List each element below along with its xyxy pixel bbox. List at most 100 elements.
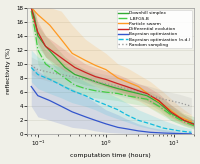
Random sampling bbox=[84, 78, 87, 80]
L-BFGS-B bbox=[117, 92, 119, 94]
Bayesian optimization bbox=[94, 119, 97, 121]
Downhill simplex bbox=[74, 73, 76, 75]
X-axis label: computation time (hours): computation time (hours) bbox=[70, 154, 151, 158]
Bayesian optimization bbox=[162, 132, 165, 134]
Bayesian optimization bbox=[178, 133, 181, 134]
Differential evolution bbox=[183, 119, 185, 121]
L-BFGS-B bbox=[170, 114, 172, 116]
Random sampling bbox=[30, 64, 32, 66]
Bayesian optimization (n.d.) bbox=[49, 78, 51, 80]
Random sampling bbox=[71, 76, 73, 78]
L-BFGS-B bbox=[193, 125, 196, 127]
Bayesian optimization (n.d.) bbox=[105, 104, 107, 106]
Bayesian optimization (n.d.) bbox=[162, 127, 165, 129]
Random sampling bbox=[49, 71, 51, 73]
Bayesian optimization bbox=[30, 85, 32, 87]
Bayesian optimization (n.d.) bbox=[94, 100, 97, 102]
Bayesian optimization bbox=[149, 131, 152, 133]
Downhill simplex bbox=[54, 56, 56, 58]
Random sampling bbox=[37, 69, 39, 71]
L-BFGS-B bbox=[183, 121, 185, 123]
Line: L-BFGS-B: L-BFGS-B bbox=[31, 11, 194, 126]
Differential evolution bbox=[30, 7, 32, 9]
Particle swarm bbox=[137, 85, 140, 87]
Differential evolution bbox=[84, 71, 87, 73]
Particle swarm bbox=[71, 52, 73, 54]
Differential evolution bbox=[94, 76, 97, 78]
L-BFGS-B bbox=[146, 98, 148, 100]
Downhill simplex bbox=[183, 119, 185, 121]
Particle swarm bbox=[178, 116, 181, 118]
L-BFGS-B bbox=[125, 95, 128, 97]
Downhill simplex bbox=[44, 45, 47, 47]
Differential evolution bbox=[158, 100, 160, 102]
Bayesian optimization (n.d.) bbox=[178, 130, 181, 132]
Differential evolution bbox=[137, 90, 140, 92]
L-BFGS-B bbox=[37, 49, 39, 51]
Downhill simplex bbox=[170, 112, 172, 114]
Downhill simplex bbox=[37, 35, 39, 37]
Random sampling bbox=[94, 81, 97, 82]
L-BFGS-B bbox=[74, 84, 76, 86]
Downhill simplex bbox=[84, 77, 87, 79]
Bayesian optimization (n.d.) bbox=[84, 95, 87, 97]
L-BFGS-B bbox=[84, 88, 87, 90]
Bayesian optimization (n.d.) bbox=[149, 123, 152, 125]
Bayesian optimization (n.d.) bbox=[125, 114, 128, 116]
Particle swarm bbox=[84, 59, 87, 61]
Differential evolution bbox=[74, 66, 76, 68]
Differential evolution bbox=[146, 92, 148, 94]
L-BFGS-B bbox=[158, 105, 160, 107]
Particle swarm bbox=[149, 95, 152, 97]
Random sampling bbox=[149, 95, 152, 97]
Bayesian optimization bbox=[105, 123, 107, 125]
Bayesian optimization (n.d.) bbox=[60, 84, 62, 86]
Bayesian optimization bbox=[190, 133, 193, 135]
Line: Random sampling: Random sampling bbox=[31, 65, 191, 106]
Differential evolution bbox=[117, 83, 119, 85]
Differential evolution bbox=[125, 85, 128, 87]
Particle swarm bbox=[190, 121, 193, 123]
Particle swarm bbox=[30, 7, 32, 9]
Bayesian optimization bbox=[60, 105, 62, 107]
Downhill simplex bbox=[146, 95, 148, 97]
Random sampling bbox=[105, 83, 107, 85]
Random sampling bbox=[125, 88, 128, 90]
Bayesian optimization bbox=[84, 116, 87, 118]
Downhill simplex bbox=[64, 66, 66, 68]
Bayesian optimization (n.d.) bbox=[117, 109, 119, 111]
Bayesian optimization (n.d.) bbox=[37, 73, 39, 75]
Random sampling bbox=[162, 98, 165, 100]
Differential evolution bbox=[34, 21, 36, 23]
L-BFGS-B bbox=[44, 63, 47, 65]
L-BFGS-B bbox=[30, 10, 32, 12]
Downhill simplex bbox=[94, 81, 97, 82]
Downhill simplex bbox=[137, 92, 140, 94]
Line: Particle swarm: Particle swarm bbox=[31, 8, 191, 122]
Random sampling bbox=[137, 91, 140, 93]
Downhill simplex bbox=[125, 90, 128, 92]
Downhill simplex bbox=[30, 7, 32, 9]
Particle swarm bbox=[162, 104, 165, 106]
Bayesian optimization bbox=[37, 95, 39, 97]
Bayesian optimization bbox=[117, 126, 119, 128]
Downhill simplex bbox=[105, 84, 107, 86]
Differential evolution bbox=[54, 52, 56, 54]
Bayesian optimization (n.d.) bbox=[190, 131, 193, 133]
Differential evolution bbox=[105, 78, 107, 80]
L-BFGS-B bbox=[105, 91, 107, 93]
Bayesian optimization (n.d.) bbox=[137, 119, 140, 121]
Line: Bayesian optimization: Bayesian optimization bbox=[31, 86, 191, 134]
Particle swarm bbox=[94, 64, 97, 66]
Differential evolution bbox=[193, 123, 196, 125]
Differential evolution bbox=[170, 111, 172, 113]
L-BFGS-B bbox=[94, 90, 97, 92]
Particle swarm bbox=[60, 38, 62, 40]
Random sampling bbox=[60, 73, 62, 75]
Bayesian optimization (n.d.) bbox=[30, 66, 32, 68]
Legend: Downhill simplex, L-BFGS-B, Particle swarm, Differential evolution, Bayesian opt: Downhill simplex, L-BFGS-B, Particle swa… bbox=[117, 10, 192, 48]
Downhill simplex bbox=[193, 123, 196, 125]
Bayesian optimization bbox=[71, 111, 73, 113]
Bayesian optimization bbox=[125, 128, 128, 130]
Random sampling bbox=[117, 85, 119, 87]
